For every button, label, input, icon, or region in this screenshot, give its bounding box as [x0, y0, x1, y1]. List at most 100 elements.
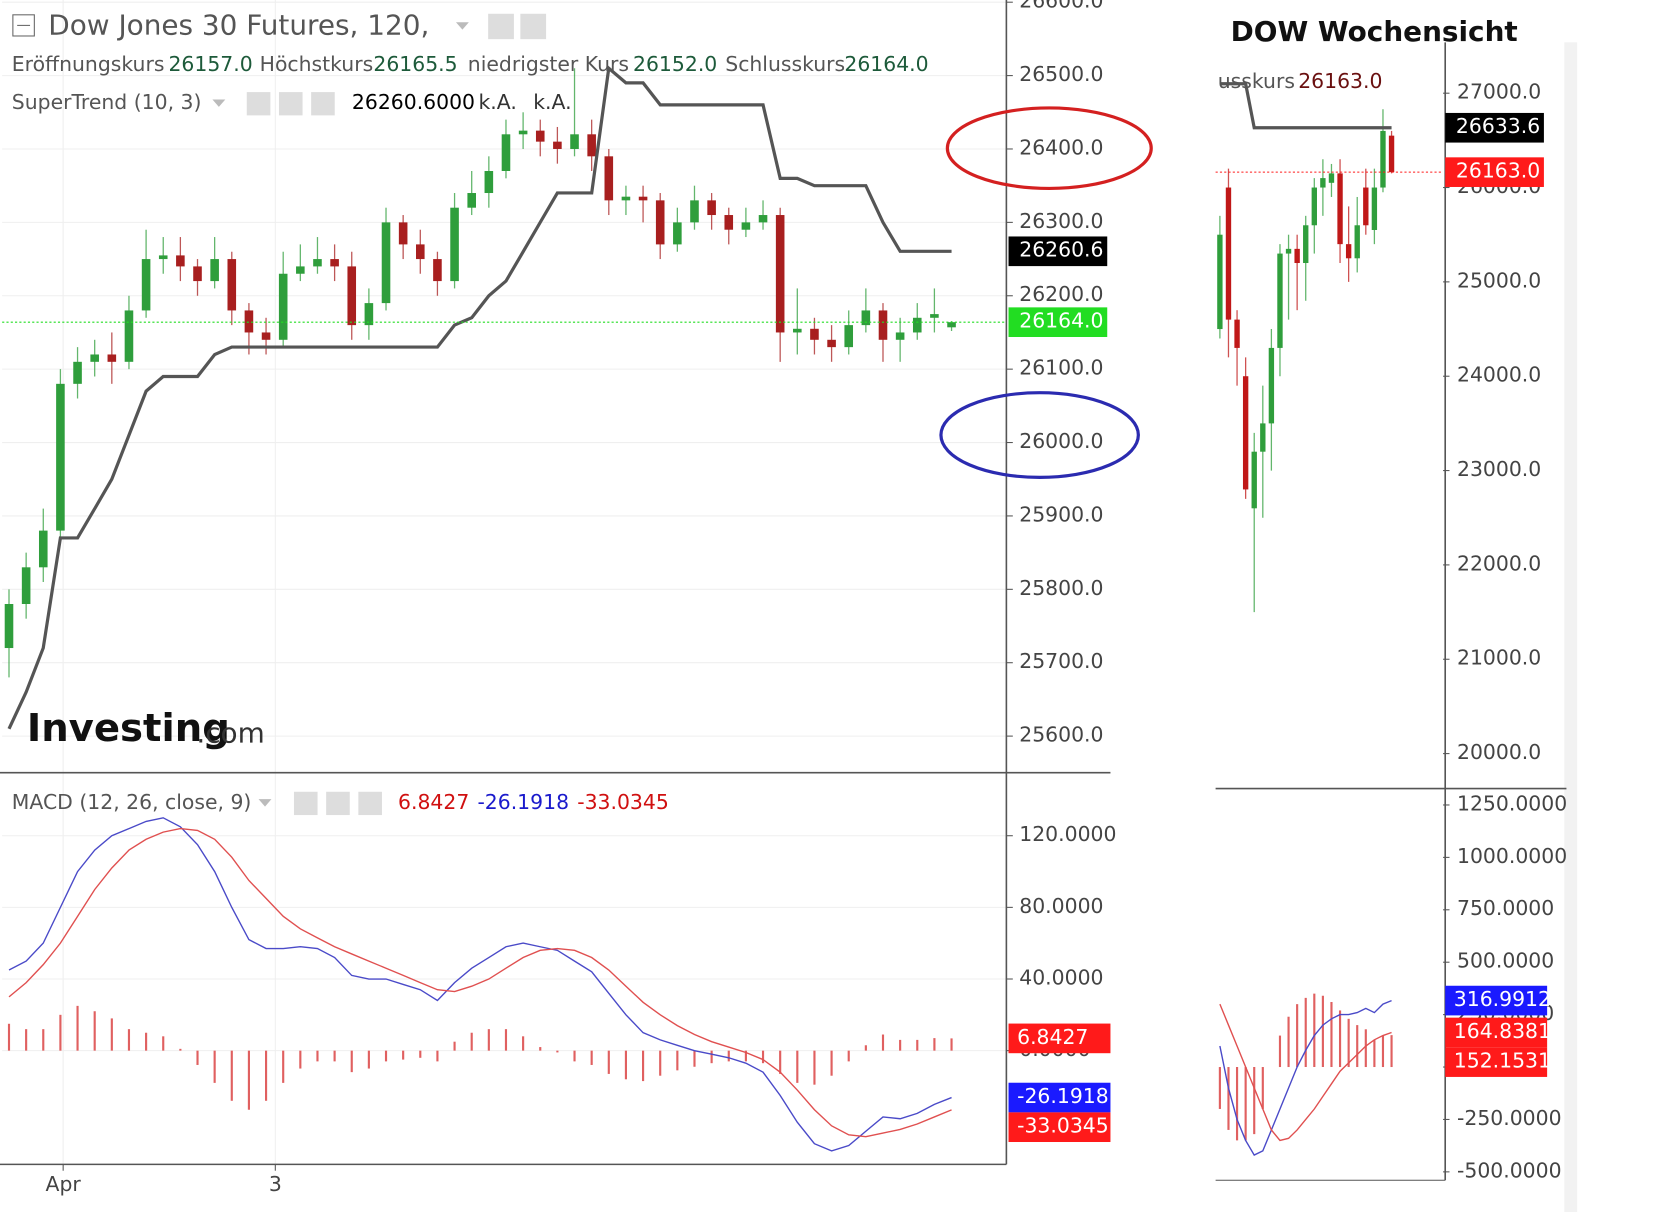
dropdown-icon[interactable] — [455, 22, 469, 30]
price-tag-label: 26633.6 — [1456, 114, 1540, 138]
label-layer: 25600.0 25700.0 25800.0 25900.0 26000.0 26100… — [46, 0, 1568, 1196]
dropdown-icon[interactable] — [212, 99, 226, 107]
candle-body — [193, 266, 202, 282]
candle-body — [878, 310, 888, 340]
legend-value: 26165.5 — [373, 52, 457, 76]
candle-body — [604, 156, 614, 201]
value-tag — [1445, 985, 1548, 1016]
candle-body — [1277, 253, 1283, 348]
candle-body — [21, 567, 31, 605]
settings-icon[interactable] — [278, 92, 303, 116]
candle-body — [553, 141, 562, 149]
supertrend-line — [1219, 82, 1392, 130]
candle-body — [1328, 173, 1335, 183]
candle-body — [690, 200, 699, 223]
candle-body — [501, 134, 511, 171]
candle-body — [570, 134, 579, 149]
candle-body — [4, 604, 14, 649]
candle-body — [1294, 248, 1300, 264]
collapse-icon[interactable] — [12, 14, 35, 37]
candle-body — [518, 130, 528, 135]
candle-body — [1371, 187, 1378, 230]
candle-body — [433, 259, 442, 282]
candle-body — [827, 339, 836, 348]
candle-body — [912, 317, 922, 333]
y-tick-label: 26000.0 — [1019, 429, 1103, 453]
candle-body — [210, 259, 219, 282]
indicator-name: SuperTrend (10, 3) — [12, 90, 202, 114]
candle-body — [330, 259, 339, 267]
x-tick-label: 3 — [269, 1172, 282, 1196]
y-tick-label: 26200.0 — [1019, 282, 1103, 306]
y-tick-label: 40.0000 — [1019, 966, 1103, 990]
visibility-icon[interactable] — [246, 92, 271, 116]
candle-body — [724, 215, 734, 230]
macd-histogram-value: 6.8427 — [398, 790, 469, 814]
candle-body — [416, 244, 425, 260]
chart-title: Dow Jones 30 Futures, 120, — [48, 9, 429, 42]
y-tick-label: 80.0000 — [1019, 894, 1103, 918]
close-icon[interactable] — [358, 791, 382, 816]
candle-body — [158, 255, 168, 260]
candle-body — [467, 193, 476, 208]
value-tag — [1008, 1112, 1111, 1143]
price-tag — [1445, 157, 1544, 187]
visibility-icon[interactable] — [488, 13, 514, 40]
y-tick-label: 23000.0 — [1457, 457, 1541, 481]
value-tag — [1445, 1017, 1548, 1048]
candle-body — [535, 130, 545, 142]
watermark-brand: Investing — [27, 706, 230, 751]
y-tick-label: 25800.0 — [1019, 576, 1103, 600]
value-tag-label: 164.8381 — [1454, 1019, 1551, 1043]
value-tag — [1008, 1082, 1111, 1113]
visibility-icon[interactable] — [293, 791, 318, 816]
y-tick-label: 500.0000 — [1457, 949, 1554, 973]
candle-body — [707, 200, 716, 216]
y-tick-label: 24000.0 — [1457, 363, 1541, 387]
settings-icon[interactable] — [326, 791, 350, 816]
y-tick-label: 25900.0 — [1019, 503, 1103, 527]
x-tick-label: Apr — [46, 1172, 82, 1196]
mark-layer — [2, 65, 1444, 1156]
dropdown-icon[interactable] — [258, 799, 272, 807]
candle-body — [1388, 135, 1395, 173]
indicator-na: k.A. — [479, 90, 517, 114]
candle-body — [347, 266, 357, 326]
candle-body — [861, 310, 871, 326]
indicator-na: k.A. — [533, 90, 571, 114]
macd-line — [8, 817, 952, 1152]
y-tick-label: 25700.0 — [1019, 649, 1103, 673]
candle-body — [810, 328, 819, 340]
close-icon[interactable] — [311, 92, 335, 116]
settings-icon[interactable] — [520, 13, 547, 40]
macd-line — [8, 827, 952, 1138]
candle-body — [638, 196, 648, 201]
candle-body — [930, 314, 939, 318]
legend-label: Schlusskurs — [725, 52, 845, 76]
legend-label: usskurs — [1218, 69, 1295, 93]
candle-body — [244, 310, 254, 333]
candle-body — [1217, 234, 1223, 330]
legend-value: 26152.0 — [633, 52, 717, 76]
candle-body — [1260, 423, 1266, 452]
candle-body — [775, 215, 785, 333]
macd-signal-value: -33.0345 — [577, 790, 669, 814]
y-tick-label: 1250.0000 — [1457, 792, 1567, 816]
macd-title: MACD (12, 26, close, 9) — [12, 790, 252, 814]
legend-label: Eröffnungskurs — [12, 52, 165, 76]
candle-body — [381, 222, 391, 304]
y-tick-label: 25000.0 — [1457, 268, 1541, 292]
y-tick-label: 25600.0 — [1019, 723, 1103, 747]
candle-body — [141, 259, 151, 311]
candle-body — [587, 134, 596, 157]
indicator-value: 26260.6000 — [352, 90, 475, 114]
y-tick-label: 27000.0 — [1457, 80, 1541, 104]
candle-body — [655, 200, 665, 245]
y-tick-label: 26300.0 — [1019, 209, 1103, 233]
candle-body — [947, 322, 956, 328]
candle-body — [1354, 225, 1360, 259]
candle-body — [1251, 451, 1257, 509]
candle-body — [844, 325, 854, 348]
candle-body — [621, 196, 631, 201]
